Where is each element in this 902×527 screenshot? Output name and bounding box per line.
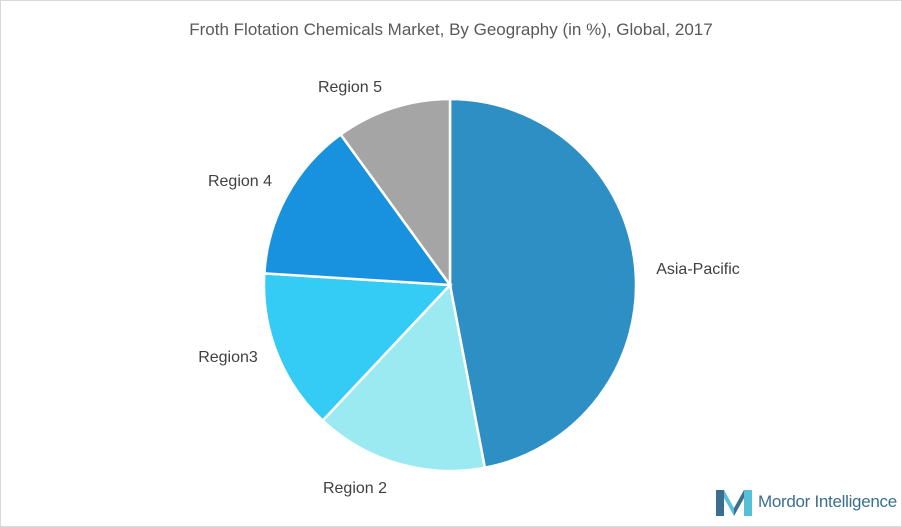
pie-slice-region-2 (320, 282, 487, 473)
slice-label-asia-pacific: Asia-Pacific (656, 261, 740, 278)
pie-slice-region-4 (263, 132, 453, 287)
slice-labels: Asia-Pacific Region 2 Region3 Region 4 R… (198, 79, 740, 497)
slice-label-region-4: Region 4 (208, 173, 272, 190)
pie-slices (262, 97, 638, 473)
pie-slice-region3 (262, 271, 453, 423)
slice-label-region-5: Region 5 (318, 79, 382, 96)
chart-title: Froth Flotation Chemicals Market, By Geo… (189, 20, 713, 39)
logo-mark-icon (716, 490, 752, 516)
slice-label-region-3: Region3 (198, 349, 258, 366)
logo-text: Mordor Intelligence (758, 492, 897, 511)
pie-slice-asia-pacific (448, 97, 638, 470)
mordor-intelligence-logo: Mordor Intelligence (716, 488, 897, 516)
slice-label-region-2: Region 2 (323, 480, 387, 497)
pie-slice-region-5 (338, 97, 452, 289)
